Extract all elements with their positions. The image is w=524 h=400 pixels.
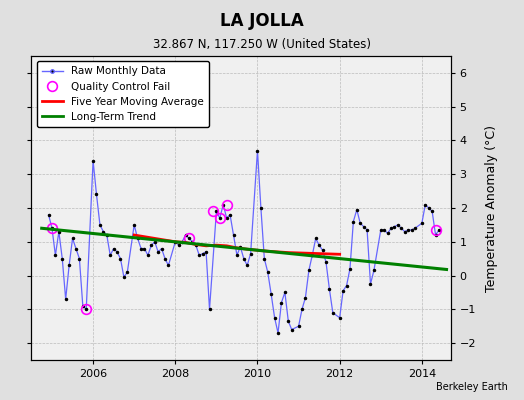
Text: LA JOLLA: LA JOLLA bbox=[220, 12, 304, 30]
Legend: Raw Monthly Data, Quality Control Fail, Five Year Moving Average, Long-Term Tren: Raw Monthly Data, Quality Control Fail, … bbox=[37, 61, 209, 127]
Text: 32.867 N, 117.250 W (United States): 32.867 N, 117.250 W (United States) bbox=[153, 38, 371, 51]
Y-axis label: Temperature Anomaly (°C): Temperature Anomaly (°C) bbox=[485, 124, 497, 292]
Text: Berkeley Earth: Berkeley Earth bbox=[436, 382, 508, 392]
